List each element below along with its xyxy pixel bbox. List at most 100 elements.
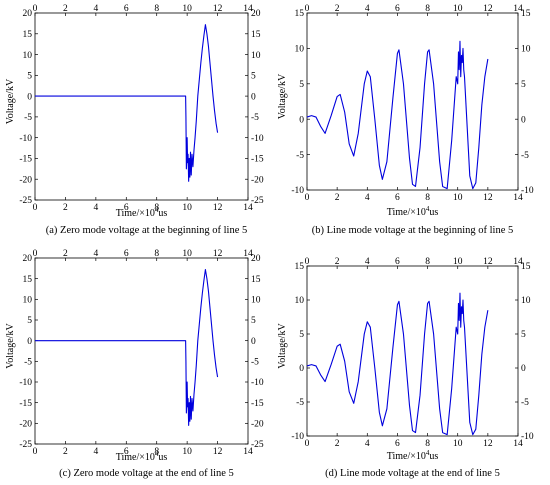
y-tick-label-right: -5 bbox=[521, 151, 529, 161]
y-tick-label-right: -10 bbox=[521, 432, 534, 442]
x-tick-label-bottom: 0 bbox=[33, 447, 38, 457]
y-tick-label-right: 5 bbox=[521, 330, 526, 340]
y-tick-label-right: 0 bbox=[521, 364, 526, 374]
y-tick-label-left: -10 bbox=[19, 134, 32, 144]
y-tick-label-left: 5 bbox=[27, 72, 32, 82]
x-tick-label-bottom: 10 bbox=[182, 447, 192, 457]
x-tick-label-bottom: 12 bbox=[213, 447, 223, 457]
x-tick-label-top: 6 bbox=[395, 4, 400, 14]
y-tick-label-left: 10 bbox=[295, 45, 305, 55]
x-tick-label-top: 2 bbox=[335, 4, 340, 14]
y-tick-label-left: 15 bbox=[23, 275, 33, 285]
x-axis-label-suffix: us bbox=[429, 451, 438, 462]
x-axis-label-prefix: Time/×10 bbox=[387, 451, 426, 462]
y-tick-label-left: 10 bbox=[23, 296, 33, 306]
y-tick-label-left: -10 bbox=[291, 432, 304, 442]
x-tick-label-top: 0 bbox=[305, 4, 310, 14]
plot-frame bbox=[34, 257, 249, 445]
x-tick-label-top: 4 bbox=[365, 257, 370, 267]
x-axis-label-exponent: 4 bbox=[426, 449, 430, 457]
y-tick-label-right: -10 bbox=[521, 186, 534, 196]
x-tick-label-top: 14 bbox=[513, 257, 523, 267]
plot-frame bbox=[306, 12, 519, 191]
y-tick-label-left: -10 bbox=[291, 186, 304, 196]
x-tick-label-top: 2 bbox=[335, 257, 340, 267]
x-tick-label-bottom: 6 bbox=[395, 193, 400, 203]
y-tick-label-right: 10 bbox=[521, 45, 531, 55]
y-tick-label-left: 20 bbox=[23, 254, 33, 264]
x-tick-label-bottom: 10 bbox=[182, 203, 192, 213]
y-tick-label-right: 15 bbox=[521, 9, 531, 19]
x-tick-label-bottom: 2 bbox=[335, 193, 340, 203]
x-tick-label-bottom: 8 bbox=[154, 447, 159, 457]
y-tick-label-left: 15 bbox=[295, 9, 305, 19]
x-axis-label-exponent: 4 bbox=[426, 205, 430, 213]
x-tick-label-bottom: 10 bbox=[453, 439, 463, 449]
x-axis-label-prefix: Time/×10 bbox=[116, 452, 155, 463]
x-tick-label-top: 12 bbox=[483, 257, 493, 267]
x-axis-label: Time/×104us bbox=[116, 206, 168, 219]
x-tick-label-bottom: 6 bbox=[395, 439, 400, 449]
x-tick-label-top: 6 bbox=[395, 257, 400, 267]
y-tick-label-right: -5 bbox=[251, 113, 259, 123]
y-tick-label-left: -20 bbox=[19, 420, 32, 430]
y-tick-label-left: 20 bbox=[23, 9, 33, 19]
y-tick-label-left: 10 bbox=[295, 296, 305, 306]
x-axis-label: Time/×104us bbox=[116, 450, 168, 463]
panel-caption: (c) Zero mode voltage at the end of line… bbox=[59, 468, 234, 479]
plot-frame bbox=[34, 12, 249, 201]
x-axis-label-prefix: Time/×10 bbox=[387, 207, 426, 218]
y-tick-label-right: 0 bbox=[251, 92, 256, 102]
plot-frame bbox=[306, 265, 519, 437]
x-tick-label-top: 10 bbox=[453, 257, 463, 267]
x-tick-label-top: 2 bbox=[63, 4, 68, 14]
y-tick-label-left: -5 bbox=[296, 151, 304, 161]
y-tick-label-left: -15 bbox=[19, 399, 32, 409]
y-tick-label-left: -25 bbox=[19, 196, 32, 206]
y-tick-label-right: 10 bbox=[251, 51, 261, 61]
x-tick-label-top: 8 bbox=[154, 249, 159, 259]
y-tick-label-right: 10 bbox=[251, 296, 261, 306]
x-tick-label-bottom: 14 bbox=[513, 439, 523, 449]
y-tick-label-left: -5 bbox=[24, 113, 32, 123]
x-tick-label-bottom: 14 bbox=[243, 203, 253, 213]
x-tick-label-top: 12 bbox=[213, 249, 223, 259]
x-tick-label-bottom: 4 bbox=[365, 439, 370, 449]
x-tick-label-top: 6 bbox=[124, 4, 129, 14]
x-tick-label-bottom: 14 bbox=[243, 447, 253, 457]
x-tick-label-top: 4 bbox=[365, 4, 370, 14]
x-tick-label-bottom: 2 bbox=[335, 439, 340, 449]
x-tick-label-top: 0 bbox=[33, 4, 38, 14]
x-tick-label-bottom: 0 bbox=[305, 193, 310, 203]
x-tick-label-top: 14 bbox=[513, 4, 523, 14]
y-tick-label-right: 15 bbox=[251, 30, 261, 40]
x-tick-label-bottom: 4 bbox=[93, 447, 98, 457]
x-axis-label-suffix: us bbox=[158, 208, 167, 219]
x-tick-label-bottom: 6 bbox=[124, 447, 129, 457]
x-tick-label-top: 8 bbox=[154, 4, 159, 14]
y-tick-label-left: 5 bbox=[299, 330, 304, 340]
y-tick-label-left: 0 bbox=[299, 115, 304, 125]
y-tick-label-right: -15 bbox=[251, 155, 264, 165]
x-axis-label: Time/×104us bbox=[387, 449, 439, 462]
x-tick-label-top: 0 bbox=[33, 249, 38, 259]
y-tick-label-right: -5 bbox=[521, 398, 529, 408]
x-axis-label-prefix: Time/×10 bbox=[116, 208, 155, 219]
y-tick-label-right: 15 bbox=[521, 262, 531, 272]
y-tick-label-left: -10 bbox=[19, 378, 32, 388]
y-tick-label-right: -25 bbox=[251, 440, 264, 450]
y-tick-label-left: -5 bbox=[24, 358, 32, 368]
x-tick-label-bottom: 2 bbox=[63, 203, 68, 213]
x-tick-label-bottom: 12 bbox=[483, 439, 493, 449]
y-axis-label: Voltage/kV bbox=[277, 323, 288, 369]
series-line bbox=[35, 24, 219, 182]
y-tick-label-right: 20 bbox=[251, 9, 261, 19]
y-axis-label: Voltage/kV bbox=[5, 323, 16, 369]
x-tick-label-top: 12 bbox=[483, 4, 493, 14]
x-axis-label-exponent: 4 bbox=[155, 206, 159, 214]
y-tick-label-left: 0 bbox=[27, 337, 32, 347]
